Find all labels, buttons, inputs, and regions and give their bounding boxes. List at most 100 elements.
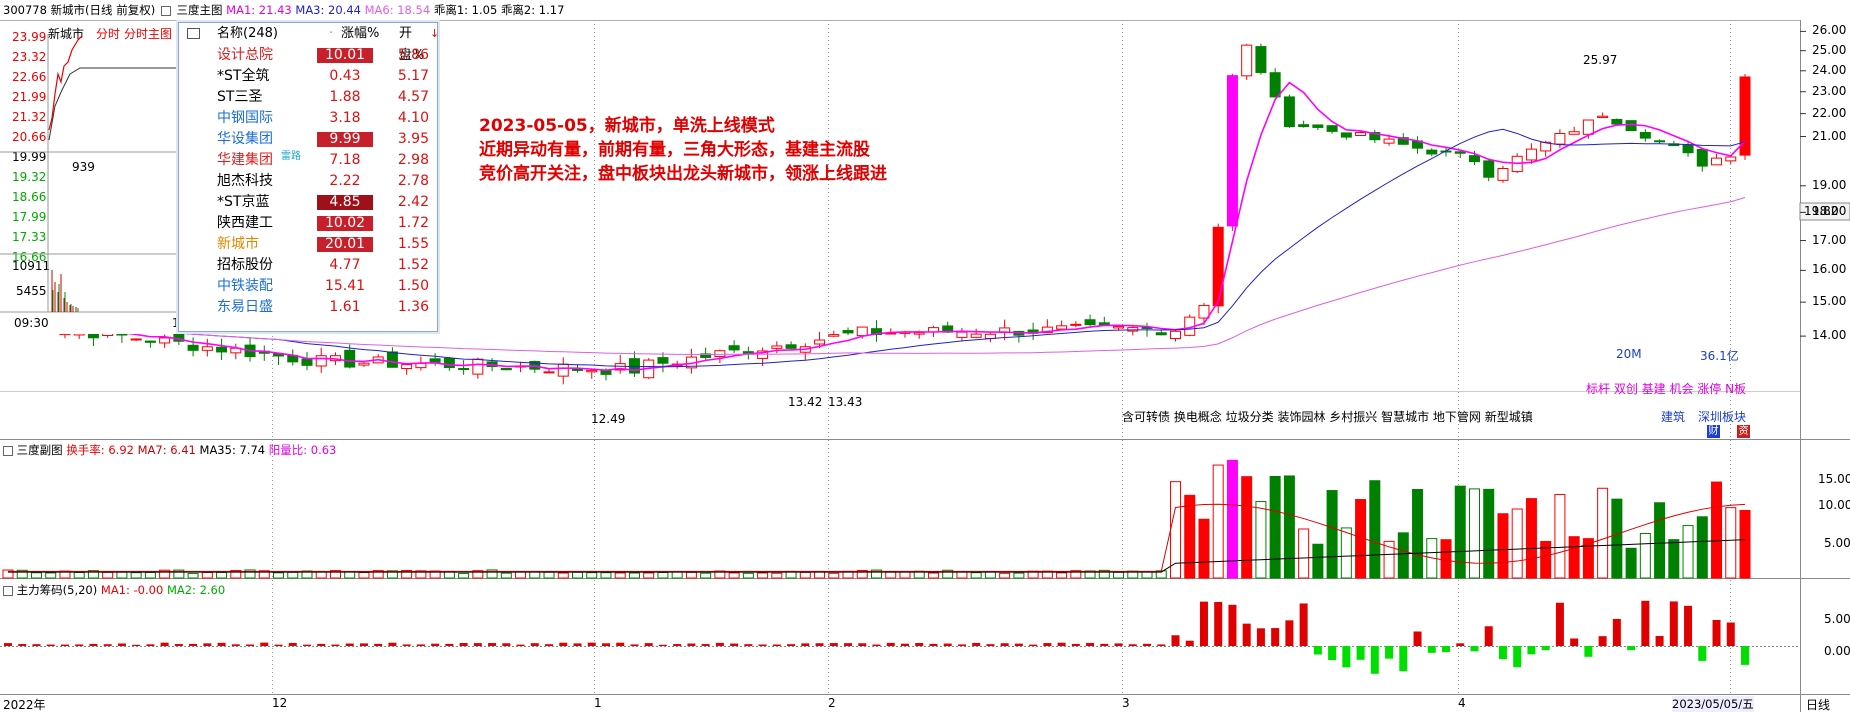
candle-body — [1198, 304, 1210, 319]
board-label[interactable]: 深圳板块 — [1698, 410, 1747, 424]
candle-body — [1426, 149, 1438, 155]
popup-row[interactable]: 设计总院 10.01 5.86 — [179, 45, 437, 66]
candle-body — [1696, 148, 1708, 167]
row-tag: 雷路 — [281, 151, 301, 162]
col-open-header[interactable]: 开盘% — [399, 26, 425, 63]
row-stock-name[interactable]: 华设集团 — [217, 131, 273, 147]
row-stock-name[interactable]: 东易日盛 — [217, 299, 273, 315]
chip-bar — [1385, 646, 1394, 659]
row-stock-name[interactable]: *ST京蓝 — [217, 194, 270, 210]
chip-bar — [217, 642, 226, 646]
popup-row[interactable]: 中铁装配 15.41 1.50 — [179, 276, 437, 297]
mini-price-tick: 23.32 — [12, 50, 47, 64]
main-chart-label[interactable]: 三度主图 — [176, 3, 223, 17]
mini-tab-intraday-main[interactable]: 分时主图 — [124, 27, 173, 41]
chip-bar — [601, 643, 610, 646]
chip-bar — [1228, 604, 1237, 646]
row-stock-name[interactable]: 新城市 — [217, 236, 259, 252]
finance-button[interactable]: 财 — [1707, 425, 1720, 438]
candle-body — [1568, 131, 1580, 135]
row-stock-name[interactable]: 招标股份 — [217, 257, 273, 273]
sub1-label[interactable]: 三度副图 — [16, 443, 63, 457]
chip-bar — [1627, 646, 1636, 651]
volume-bar — [1070, 570, 1082, 579]
industry-label[interactable]: 建筑 — [1661, 410, 1686, 424]
candle-body — [1554, 132, 1566, 145]
candle-body — [401, 364, 413, 370]
volume-bar — [1468, 488, 1480, 579]
popup-row[interactable]: 华建集团 雷路 7.18 2.98 — [179, 150, 437, 171]
intraday-mini-panel[interactable]: 新城市 分时 分时主图 23.99 23.32 22.66 21.99 21.32 20.… — [0, 22, 180, 334]
bias1-value: 乖离1: 1.05 — [433, 3, 498, 17]
row-stock-name[interactable]: 设计总院 — [217, 47, 273, 63]
chip-bar — [260, 642, 269, 646]
volume-bar — [1369, 480, 1381, 579]
chip-bar — [1484, 626, 1493, 646]
volume-bar — [173, 569, 185, 579]
sub2-menu-icon[interactable] — [3, 585, 13, 596]
row-stock-name[interactable]: ST三圣 — [217, 89, 263, 105]
mini-tab-intraday[interactable]: 分时 — [96, 27, 121, 41]
row-stock-name[interactable]: *ST全筑 — [217, 68, 270, 84]
candle-body — [970, 333, 982, 338]
row-open: 4.57 — [397, 89, 429, 105]
volume-bar — [30, 572, 42, 579]
chip-bar — [644, 643, 653, 646]
chip-bar — [1043, 643, 1052, 646]
popup-row[interactable]: 东易日盛 1.61 1.36 — [179, 297, 437, 318]
sort-down-icon[interactable]: ↓ — [430, 27, 440, 40]
col-pct-header[interactable]: 涨幅% — [341, 26, 380, 41]
row-stock-name[interactable]: 中铁装配 — [217, 278, 273, 294]
chart-menu-icon[interactable] — [160, 5, 171, 16]
price-tick: 18.00 — [1812, 204, 1847, 219]
volume-bar — [287, 571, 299, 579]
list-icon[interactable] — [187, 28, 200, 39]
volume-bar — [529, 571, 541, 579]
popup-row[interactable]: 旭杰科技 2.22 2.78 — [179, 171, 437, 192]
sector-ranking-popup[interactable]: 名称(248) · 涨幅% 开盘% ↓ 设计总院 10.01 5.86 *ST全筑 0.… — [178, 22, 440, 332]
period-label[interactable]: 日线 — [1806, 698, 1831, 712]
volume-bar — [1725, 507, 1737, 579]
mini-price-tick: 21.32 — [12, 110, 47, 124]
concept-list[interactable]: 含可转债 换电概念 垃圾分类 装饰园林 乡村振兴 智慧城市 地下管网 新型城镇 — [1122, 410, 1533, 424]
chip-bar — [1370, 646, 1379, 674]
chip-bar — [1741, 646, 1749, 665]
candle-body — [1226, 75, 1238, 227]
volume-bar — [927, 572, 939, 579]
volume-bar — [1226, 459, 1238, 579]
mini-vol-label-1: 10911 — [12, 259, 51, 273]
row-stock-name[interactable]: 华建集团 — [217, 152, 273, 168]
volume-bar — [358, 571, 370, 579]
candle-body — [1383, 138, 1395, 144]
candle-body — [1525, 148, 1537, 161]
volume-bar — [1597, 487, 1609, 579]
popup-row[interactable]: 陕西建工 10.02 1.72 — [179, 213, 437, 234]
col-name-header[interactable]: 名称(248) — [217, 26, 278, 41]
popup-row[interactable]: 华设集团 9.99 3.95 — [179, 129, 437, 150]
volume-bar — [87, 570, 99, 579]
volume-bar — [258, 570, 270, 579]
row-pct: 15.41 — [324, 278, 366, 294]
popup-row[interactable]: ST三圣 1.88 4.57 — [179, 87, 437, 108]
popup-row[interactable]: *ST京蓝 4.85 2.42 — [179, 192, 437, 213]
row-pct: 10.01 — [317, 48, 373, 63]
stock-name[interactable]: 新城市(日线 前复权) — [50, 3, 156, 17]
row-stock-name[interactable]: 中钢国际 — [217, 110, 273, 126]
row-stock-name[interactable]: 旭杰科技 — [217, 173, 273, 189]
volume-bar — [671, 571, 683, 579]
mini-intraday-chart — [0, 34, 178, 313]
volume-bar — [614, 572, 626, 579]
sub1-menu-icon[interactable] — [3, 445, 13, 456]
candle-body — [728, 345, 740, 351]
popup-row[interactable]: 中钢国际 3.18 4.10 — [179, 108, 437, 129]
chip-bar — [1342, 646, 1351, 668]
popup-row[interactable]: 招标股份 4.77 1.52 — [179, 255, 437, 276]
tag-list[interactable]: 标杆 双创 基建 机会 涨停 N板 — [1586, 382, 1747, 396]
row-stock-name[interactable]: 陕西建工 — [217, 215, 273, 231]
sub2-label[interactable]: 主力筹码(5,20) — [16, 583, 98, 597]
chip-bar — [132, 644, 141, 646]
popup-row[interactable]: 新城市 20.01 1.55 — [179, 234, 437, 255]
capital-button[interactable]: 资 — [1737, 425, 1750, 438]
popup-row[interactable]: *ST全筑 0.43 5.17 — [179, 66, 437, 87]
chip-bar — [516, 644, 525, 646]
